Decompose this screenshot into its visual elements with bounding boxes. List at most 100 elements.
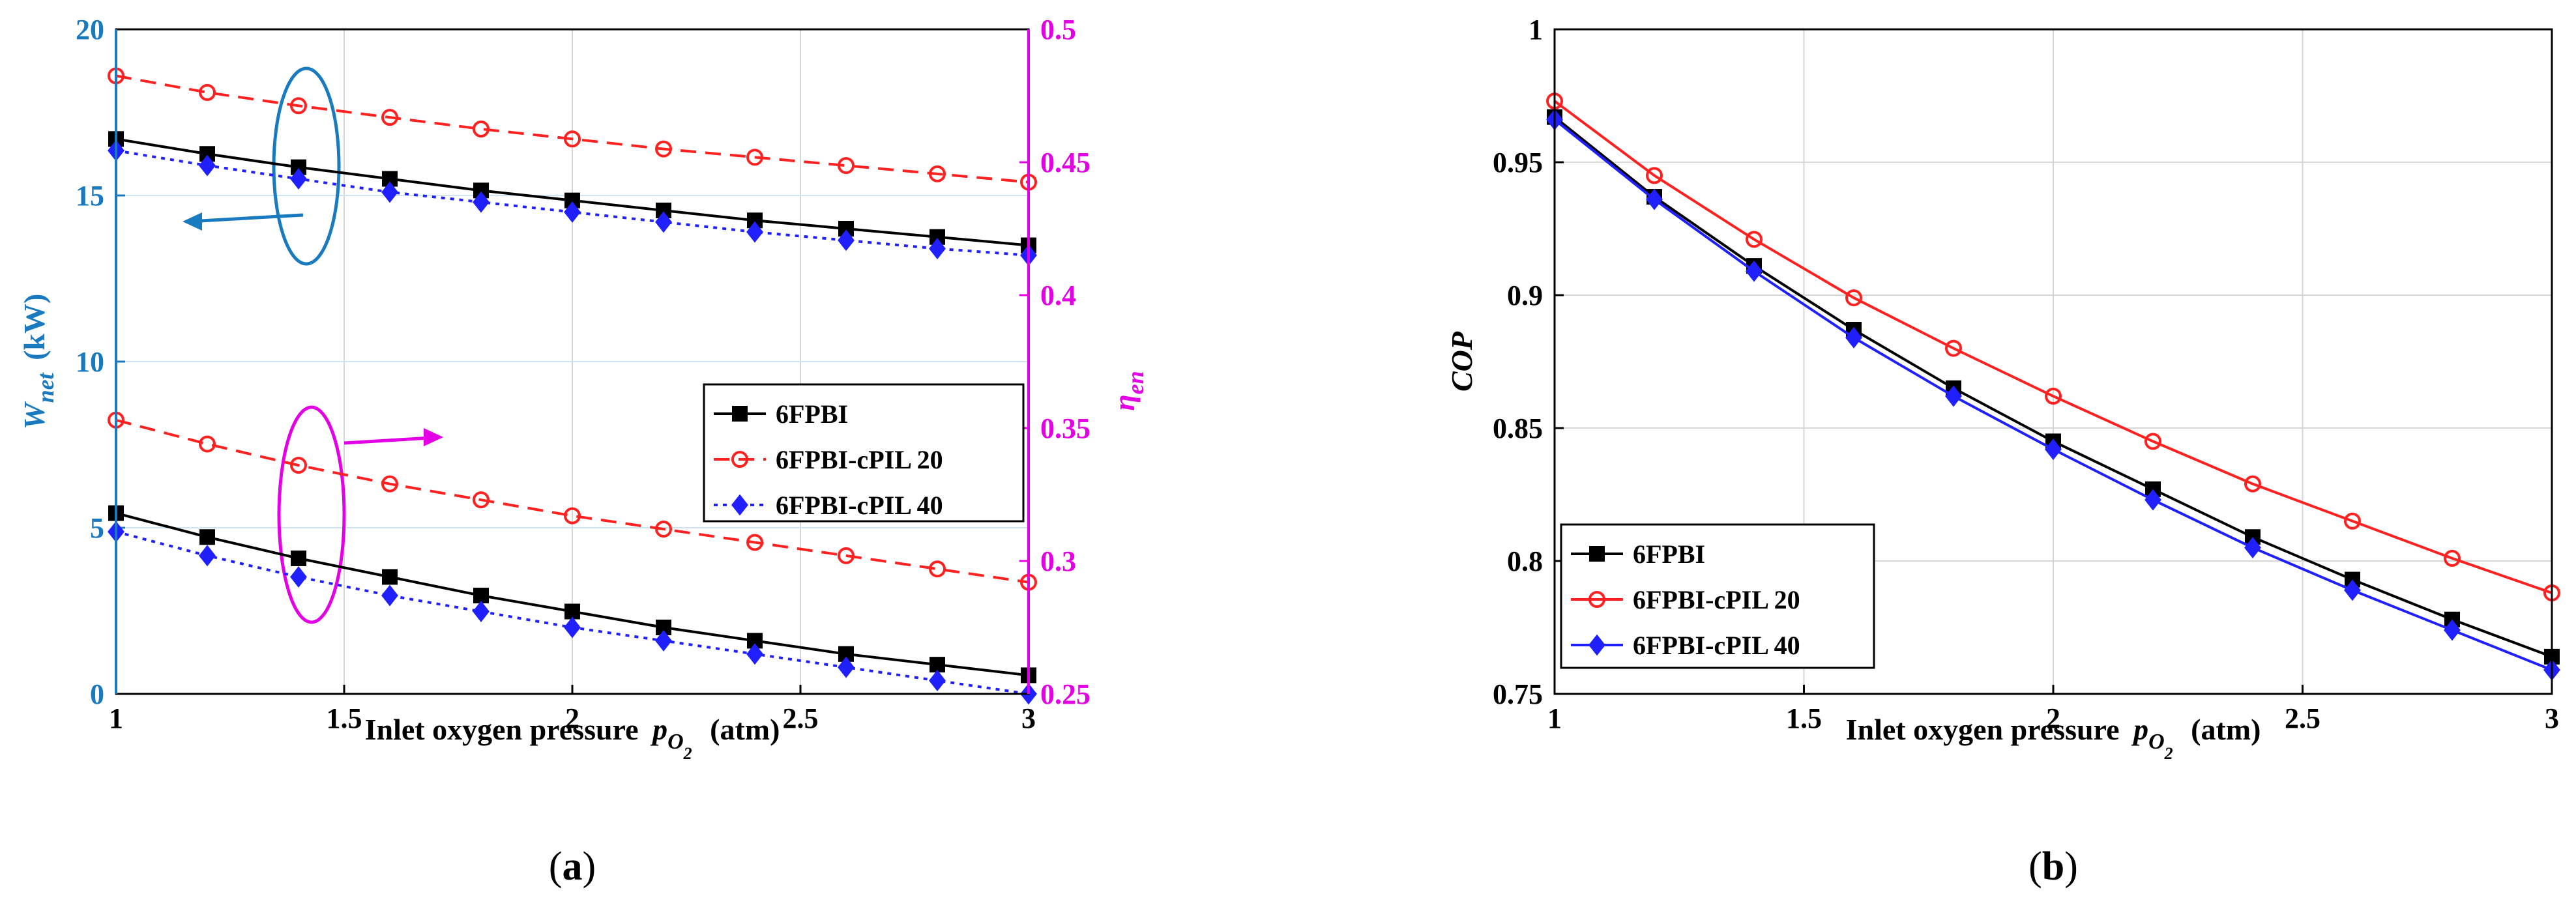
right-axis-arrowhead [424,428,443,446]
panel-b-legend-entries: 6FPBI 6FPBI-cPIL 20 6FPBI-cPIL 40 [1571,539,1800,660]
panel-a-series-5-point [929,670,946,692]
panel-a-series-1-point [381,109,398,126]
panel-a-series-4-point [381,475,398,493]
panel-a-tick-label-y-left: 20 [76,14,104,46]
panel-b-legend-label: 6FPBI-cPIL 40 [1633,631,1800,660]
panel-b-series-1-point [1945,339,1962,357]
panel-a-label: (a) [549,844,596,889]
panel-b-series-1-point [2045,388,2062,405]
right-axis-ellipse [277,405,346,624]
panel-a-series-2-point [473,191,490,213]
panel-a-series-5-point [290,566,307,588]
panel-a-series-5-point [564,616,581,639]
panel-a-series-5-point [655,629,672,652]
panel-a-series-5-point [838,656,855,678]
panel-b-tick-label-y: 1 [1529,14,1543,46]
panel-a-series-1-point [473,121,490,137]
panel-a-grid [115,29,1029,695]
panel-a-ylabel-right: ηen [1107,371,1149,410]
panel-b-series-2-point [1945,385,1962,407]
panel-a-series-5-point [746,643,763,665]
panel-b-series-1-point [2244,475,2261,493]
panel-a-series-5-point [199,545,216,567]
panel-a-tick-label-x: 2 [565,702,579,734]
panel-b-tick-label-x: 1.5 [1786,702,1822,734]
panel-a-series-4-point [473,491,490,509]
panel-b-legend-marker [1588,591,1605,608]
panel-b-series [1546,93,2560,681]
panel-a-series-1-point [838,157,855,175]
panel-a-tick-label-y-right: 0.45 [1040,147,1090,179]
panel-a-ylabel-left: Wnet (kW) [18,294,60,430]
panel-a-tick-label-y-left: 5 [90,512,104,544]
panel-a-series-5-point [381,584,398,607]
left-axis-ellipse [272,66,341,266]
panel-a-annotations [183,66,443,624]
panel-a-tick-label-y-right: 0.4 [1040,280,1076,311]
panel-b-series-2-point [2444,619,2461,641]
panel-a-legend-label: 6FPBI-cPIL 20 [776,445,943,474]
panel-a-legend-marker [732,406,748,422]
panel-a-series-1-point [199,83,216,101]
panel-a-series-4-point [655,521,672,538]
panel-b-series-2-point [2244,537,2261,559]
panel-a-series-3-point [473,588,489,604]
panel-b-xlabel: Inlet oxygen pressure pO2 (atm) [1846,713,2261,766]
panel-b-series-2-point [2045,438,2062,461]
panel-a-legend-box [703,383,1025,523]
panel-a-series-4-point [746,534,763,551]
panel-a-legend-marker [731,494,748,516]
panel-a-series-1-point [929,165,946,182]
panel-b-series-1-point [1646,167,1663,184]
panel-b-series-2-point [1646,188,1663,210]
panel-a-tick-label-x: 1.5 [327,702,362,734]
panel-a-series-2-point [290,168,307,190]
panel-b-series-1-point [1845,289,1862,307]
panel-b-tick-label-y: 0.9 [1507,280,1543,311]
panel-b-legend: 6FPBI 6FPBI-cPIL 20 6FPBI-cPIL 40 [1560,523,1875,669]
panel-a-tick-label-x: 1 [109,702,123,734]
panel-b-series-2-point [2144,489,2161,511]
panel-a-series-1-point [746,149,763,166]
panel-b-tick-label-x: 1 [1547,702,1562,734]
panel-b-ticks: 1 1.5 2 2.5 3 0.75 0.8 0.85 0.9 0.95 1 [1493,14,2559,734]
panel-b-series-1-point [2444,549,2461,567]
panel-b-tick-label-y: 0.95 [1493,147,1543,179]
panel-a-tick-label-y-left: 10 [76,346,104,378]
panel-a-series-2 [108,139,1037,266]
panel-b-tick-label-x: 2.5 [2285,702,2320,734]
panel-a-series-4-point [564,507,581,524]
panel-a-series-3-point [382,569,398,585]
panel-b-tick-label-x: 2 [2046,702,2060,734]
panel-b-legend-label: 6FPBI-cPIL 20 [1633,585,1800,614]
panel-a-legend-marker [731,451,748,468]
panel-a-series-3-point [564,603,580,620]
panel-a-tick-label-x: 2.5 [783,702,819,734]
panel-b-legend-label: 6FPBI [1633,539,1705,569]
panel-a-tick-label-y-left: 0 [90,678,104,710]
panel-a-legend-label: 6FPBI [776,399,848,429]
right-axis-arrow [344,436,431,445]
panel-a-series-2-point [929,238,946,260]
panel-a-legend: 6FPBI 6FPBI-cPIL 20 6FPBI-cPIL 40 [703,383,1025,523]
panel-b-axes-box [1553,28,2553,695]
panel-a-series-4-point [838,547,855,564]
panel-b-label: (b) [2028,844,2078,889]
panel-a-series-2-point [746,221,763,243]
panel-b-series-1-point [2344,512,2361,530]
panel-a-xlabel: Inlet oxygen pressure pO2 (atm) [365,713,780,766]
panel-a-series-2-point [838,229,855,251]
panel-b-series-2-point [2344,579,2361,601]
panel-b-legend-marker [1589,546,1605,562]
panel-a: 1 1.5 2 2.5 3 0 5 10 15 20 0.25 0.3 0.35 0.4 0.45 0.5 I… [18,14,1149,889]
panel-a-series-line-1 [115,74,1029,184]
panel-a-legend-entries: 6FPBI 6FPBI-cPIL 20 6FPBI-cPIL 40 [714,399,943,520]
panel-a-series-2-point [564,201,581,223]
panel-a-series-4-point [929,560,946,578]
panel-b-tick-label-y: 0.8 [1507,545,1543,577]
panel-b-series-2-point [1746,260,1763,282]
panel-b-tick-label-y: 0.85 [1493,412,1543,444]
panel-b-tick-label-x: 3 [2545,702,2559,734]
panel-a-series-4-point [199,435,216,453]
